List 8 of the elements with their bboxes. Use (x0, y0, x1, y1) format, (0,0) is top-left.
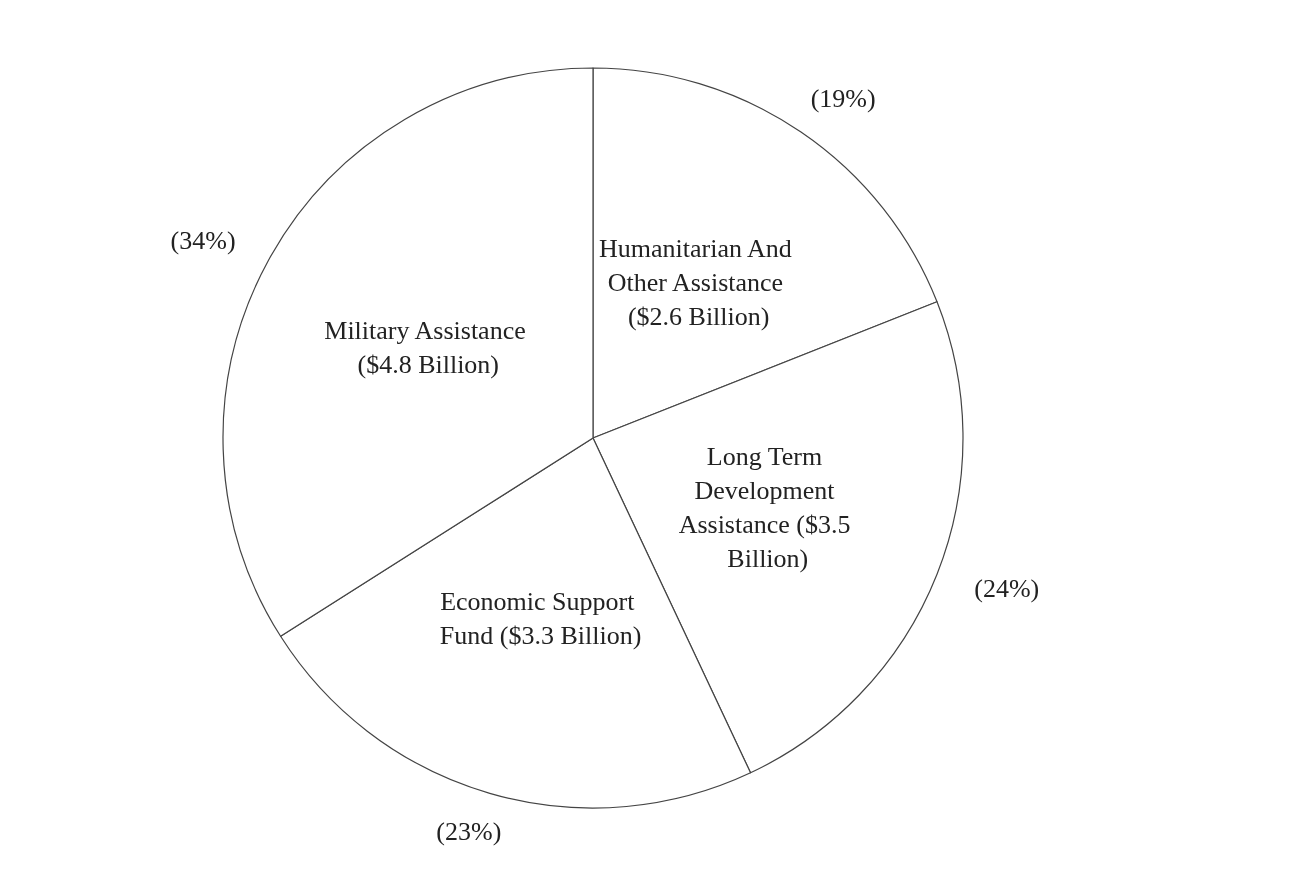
slice-label: Long Term Development Assistance ($3.5 Billion) (678, 441, 857, 573)
data-label: (19%) (810, 84, 876, 114)
data-label: (34%) (170, 225, 236, 255)
slice-label: Humanitarian And Other Assistance ($2.6 Billion) (599, 234, 799, 332)
slice-label: Economic Support Fund ($3.3 Billion) (439, 587, 642, 651)
slice-label: Military Assistance ($4.8 Billion) (324, 315, 533, 379)
data-label: (24%) (974, 574, 1040, 604)
data-label: (23%) (436, 817, 502, 847)
